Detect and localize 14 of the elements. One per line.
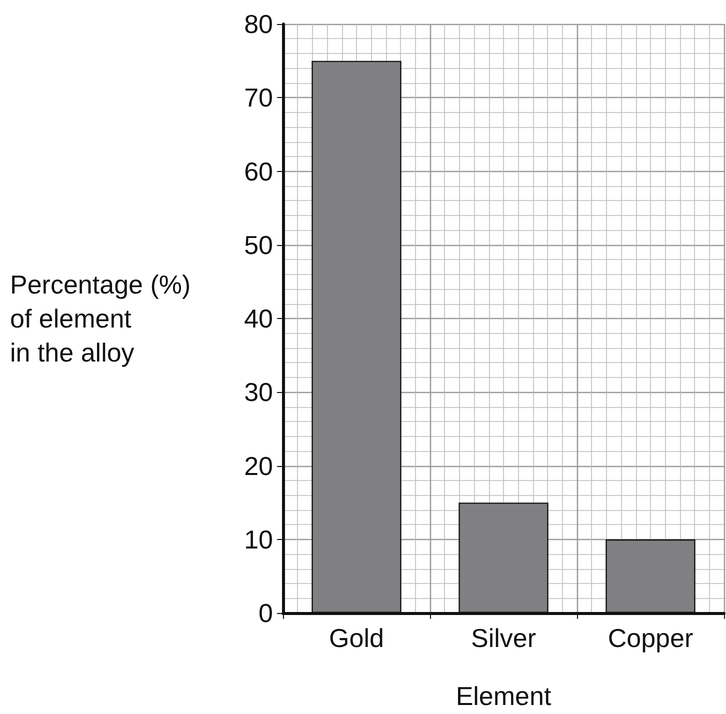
x-tick-label: Copper bbox=[608, 623, 694, 653]
y-tick-label: 60 bbox=[244, 156, 273, 186]
y-tick-label: 70 bbox=[244, 82, 273, 113]
y-tick-label: 40 bbox=[244, 304, 273, 334]
y-tick-label: 20 bbox=[244, 450, 273, 481]
y-axis-title: Percentage (%) of element in the alloy bbox=[10, 270, 191, 368]
y-tick-label: 30 bbox=[244, 377, 273, 408]
x-tick-label: Silver bbox=[470, 623, 536, 653]
x-axis-title: Element bbox=[456, 681, 552, 711]
x-tick-label: Gold bbox=[329, 623, 384, 653]
y-tick-label: 50 bbox=[244, 230, 273, 260]
y-tick-label: 0 bbox=[258, 598, 273, 628]
y-tick-label: 10 bbox=[244, 524, 273, 554]
y-tick-label: 80 bbox=[244, 9, 273, 39]
